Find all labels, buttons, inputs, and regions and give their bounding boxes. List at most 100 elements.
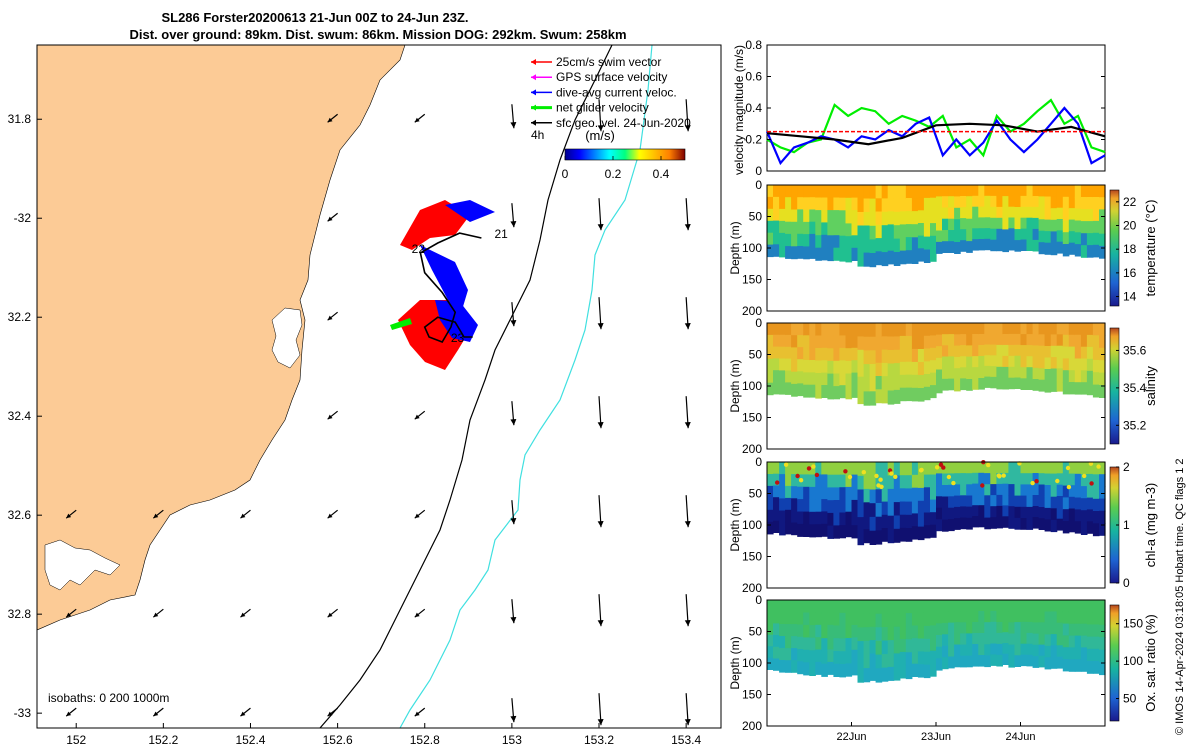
section-cell	[773, 346, 780, 359]
section-cell	[875, 362, 883, 377]
geo-velocity-arrow	[684, 693, 691, 726]
section-cell	[797, 209, 804, 223]
section-cell	[875, 668, 883, 683]
section-cell	[1092, 648, 1100, 662]
geo-velocity-arrow	[152, 707, 164, 717]
section-cell	[845, 511, 853, 525]
chl-dot	[951, 480, 956, 486]
section-cell	[942, 657, 949, 670]
section-cell	[936, 381, 943, 394]
section-cell	[1044, 507, 1052, 520]
section-cell	[899, 501, 907, 516]
section-cell	[881, 225, 889, 240]
section-cell	[996, 483, 1003, 496]
section-cell	[863, 600, 871, 615]
section-cell	[1092, 661, 1100, 674]
section-cell	[1002, 621, 1009, 633]
section-cell	[773, 600, 780, 613]
section-cell	[1099, 474, 1106, 487]
section-cell	[1026, 473, 1034, 485]
velocity-ticks: 00.20.40.60.8	[745, 38, 1105, 178]
section-cell	[881, 362, 889, 377]
geo-velocity-arrow	[65, 509, 77, 519]
section-cell	[1002, 218, 1009, 230]
section-cell	[972, 462, 979, 474]
section-cell	[899, 626, 907, 640]
section-cell	[923, 361, 931, 375]
section-cell	[767, 346, 774, 360]
section-cell	[839, 185, 846, 199]
section-cell	[803, 612, 810, 626]
section-cell	[972, 472, 979, 485]
section-cell	[948, 218, 955, 231]
section-cell	[954, 230, 961, 243]
section-cell	[791, 209, 798, 223]
section-cell	[887, 529, 895, 544]
section-cell	[785, 233, 792, 247]
section-cell	[1002, 229, 1009, 242]
time-tick-label: 24Jun	[1006, 731, 1036, 743]
section-cell	[948, 633, 955, 646]
map-x-tick-label: 152.6	[323, 733, 353, 747]
section-cell	[797, 221, 804, 235]
section-cell	[821, 360, 828, 374]
section-cell	[1038, 462, 1046, 474]
section-cell	[1032, 323, 1040, 335]
section-cell	[917, 375, 925, 389]
section-cell	[839, 462, 846, 476]
section-cell	[948, 496, 955, 509]
section-cell	[990, 366, 997, 378]
section-cell	[966, 517, 973, 530]
section-cell	[857, 349, 865, 364]
section-cell	[954, 323, 961, 335]
section-cell	[978, 472, 985, 485]
section-clabel: chl-a (mg m-3)	[1143, 483, 1158, 568]
geo-velocity-arrow	[327, 212, 338, 222]
section-cell	[1032, 239, 1040, 252]
section-cell	[966, 633, 973, 646]
section-cell	[1038, 622, 1046, 634]
section-cell	[839, 323, 846, 336]
section-cell	[827, 462, 834, 476]
section-cell	[845, 323, 853, 337]
section-cell	[1020, 654, 1028, 667]
section-cell	[875, 475, 883, 490]
section-cell	[942, 496, 949, 509]
section-cell	[1014, 196, 1022, 208]
section-cell	[905, 488, 913, 503]
section-cell	[797, 523, 804, 537]
section-cell	[978, 611, 985, 623]
section-cell	[960, 506, 967, 519]
section-cell	[978, 356, 985, 368]
section-cell	[960, 334, 967, 346]
section-cell	[893, 238, 901, 253]
section-cell	[821, 372, 828, 386]
section-cell	[930, 474, 937, 488]
section-cell	[773, 611, 780, 624]
section-cell	[936, 207, 943, 220]
section-cell	[863, 529, 871, 544]
section-cell	[1014, 473, 1022, 485]
section-cell	[930, 385, 937, 399]
section-cell	[1074, 611, 1082, 625]
chl-dot	[980, 483, 985, 488]
section-cell	[851, 384, 859, 398]
copyright-text: © IMOS 14-Apr-2024 03:18:05 Hobart time.…	[1174, 458, 1186, 735]
section-cell	[833, 663, 840, 677]
chl-dot	[889, 471, 894, 476]
section-cell	[767, 485, 774, 499]
section-cell	[773, 497, 780, 510]
section-cell	[942, 185, 949, 197]
section-cell	[809, 650, 816, 664]
section-cell	[948, 473, 955, 486]
section-cell	[827, 348, 834, 362]
section-cell	[911, 237, 919, 251]
section-cell	[881, 475, 889, 489]
section-cell	[930, 360, 937, 374]
section-cell	[923, 525, 931, 539]
section-cell	[1002, 472, 1009, 485]
section-cell	[930, 197, 937, 211]
section-cell	[972, 483, 979, 495]
section-cell	[827, 222, 834, 236]
section-cell	[863, 391, 871, 406]
